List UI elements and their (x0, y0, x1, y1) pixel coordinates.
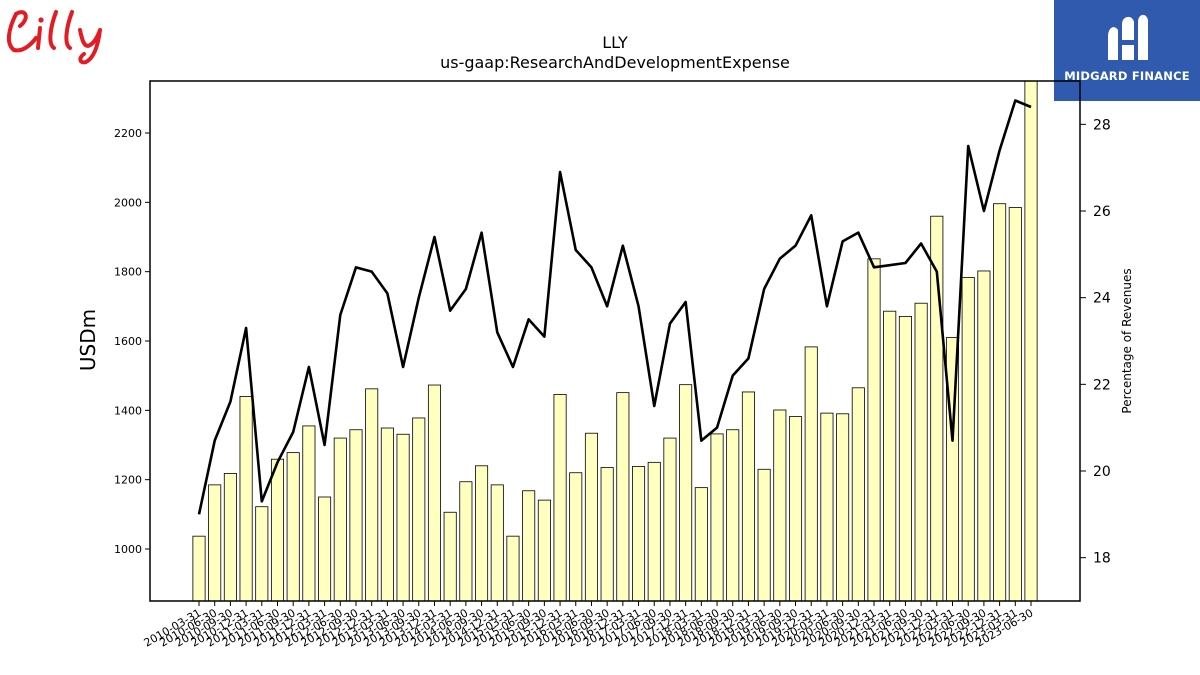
bar (427, 384, 441, 602)
bar (726, 429, 740, 602)
bar-series (192, 80, 1038, 602)
bar (286, 452, 300, 602)
y-tick-label: 1400 (114, 404, 142, 417)
bar (506, 535, 520, 602)
bar (223, 473, 237, 602)
midgard-finance-label: MIDGARD FINANCE (1064, 69, 1190, 83)
y-tick-label: 1800 (114, 266, 142, 279)
y2-tick-label: 28 (1093, 117, 1111, 133)
bar (977, 270, 991, 602)
bar (679, 384, 693, 602)
bar (1008, 207, 1022, 602)
bar (741, 391, 755, 602)
bar (789, 416, 803, 602)
bar (365, 388, 379, 602)
y-tick-label: 1200 (114, 474, 142, 487)
bar (836, 413, 850, 602)
bar (380, 427, 394, 602)
bar (632, 466, 646, 602)
y2-tick-label: 26 (1093, 204, 1111, 220)
bar (569, 472, 583, 602)
chart-subtitle: us-gaap:ResearchAndDevelopmentExpense (440, 53, 790, 72)
y2-tick-label: 22 (1093, 377, 1111, 393)
percentage-line-series (197, 99, 1032, 515)
bar (270, 458, 285, 602)
midgard-finance-logo: MIDGARD FINANCE (1054, 0, 1200, 101)
bar (710, 433, 724, 602)
y2-tick-label: 24 (1093, 291, 1111, 307)
bar (553, 393, 567, 602)
bar (914, 302, 928, 602)
bar (302, 425, 316, 602)
y-tick-label: 2200 (114, 127, 142, 140)
bar (867, 258, 881, 602)
bar (239, 396, 253, 602)
bar (412, 417, 426, 602)
bar (443, 511, 457, 602)
bar (475, 465, 489, 602)
y2-tick-label: 18 (1093, 551, 1111, 567)
axes: 1000 1200 1400 1600 1800 2000 2200 18 20 22 24 26 28… (114, 117, 1111, 649)
lilly-logo-mark (7, 10, 102, 65)
lilly-logo (0, 0, 120, 70)
bar (804, 346, 818, 602)
bar (851, 387, 865, 602)
y2-axis-label: Percentage of Revenues (1120, 268, 1134, 413)
bar (537, 499, 551, 602)
midgard-logo-mark (1108, 14, 1148, 60)
y2-tick-label: 20 (1093, 464, 1111, 480)
bar (616, 392, 630, 602)
bar (993, 203, 1007, 602)
bar (584, 432, 598, 602)
bar (333, 437, 347, 602)
bar (663, 437, 677, 602)
bar (255, 506, 269, 602)
bar (820, 412, 834, 602)
bar (773, 409, 787, 602)
series-line (197, 99, 1032, 515)
bar (318, 496, 332, 602)
chart-title: LLY (602, 33, 628, 52)
bar (694, 487, 708, 602)
bar (192, 535, 206, 602)
bar (396, 433, 410, 602)
bar (647, 461, 661, 602)
bar (898, 315, 912, 602)
bar (757, 468, 771, 602)
y-tick-label: 1000 (114, 543, 142, 556)
bar (1024, 80, 1038, 602)
y-tick-label: 2000 (114, 196, 142, 209)
plot-frame (149, 80, 1081, 602)
bar (600, 467, 614, 602)
bar (883, 310, 897, 602)
bar (490, 484, 504, 602)
y-tick-label: 1600 (114, 335, 142, 348)
bar (961, 277, 975, 602)
bar (522, 490, 536, 602)
bar (459, 481, 473, 602)
bar (349, 429, 363, 602)
bar (208, 484, 222, 602)
y-axis-label: USDm (76, 309, 100, 371)
